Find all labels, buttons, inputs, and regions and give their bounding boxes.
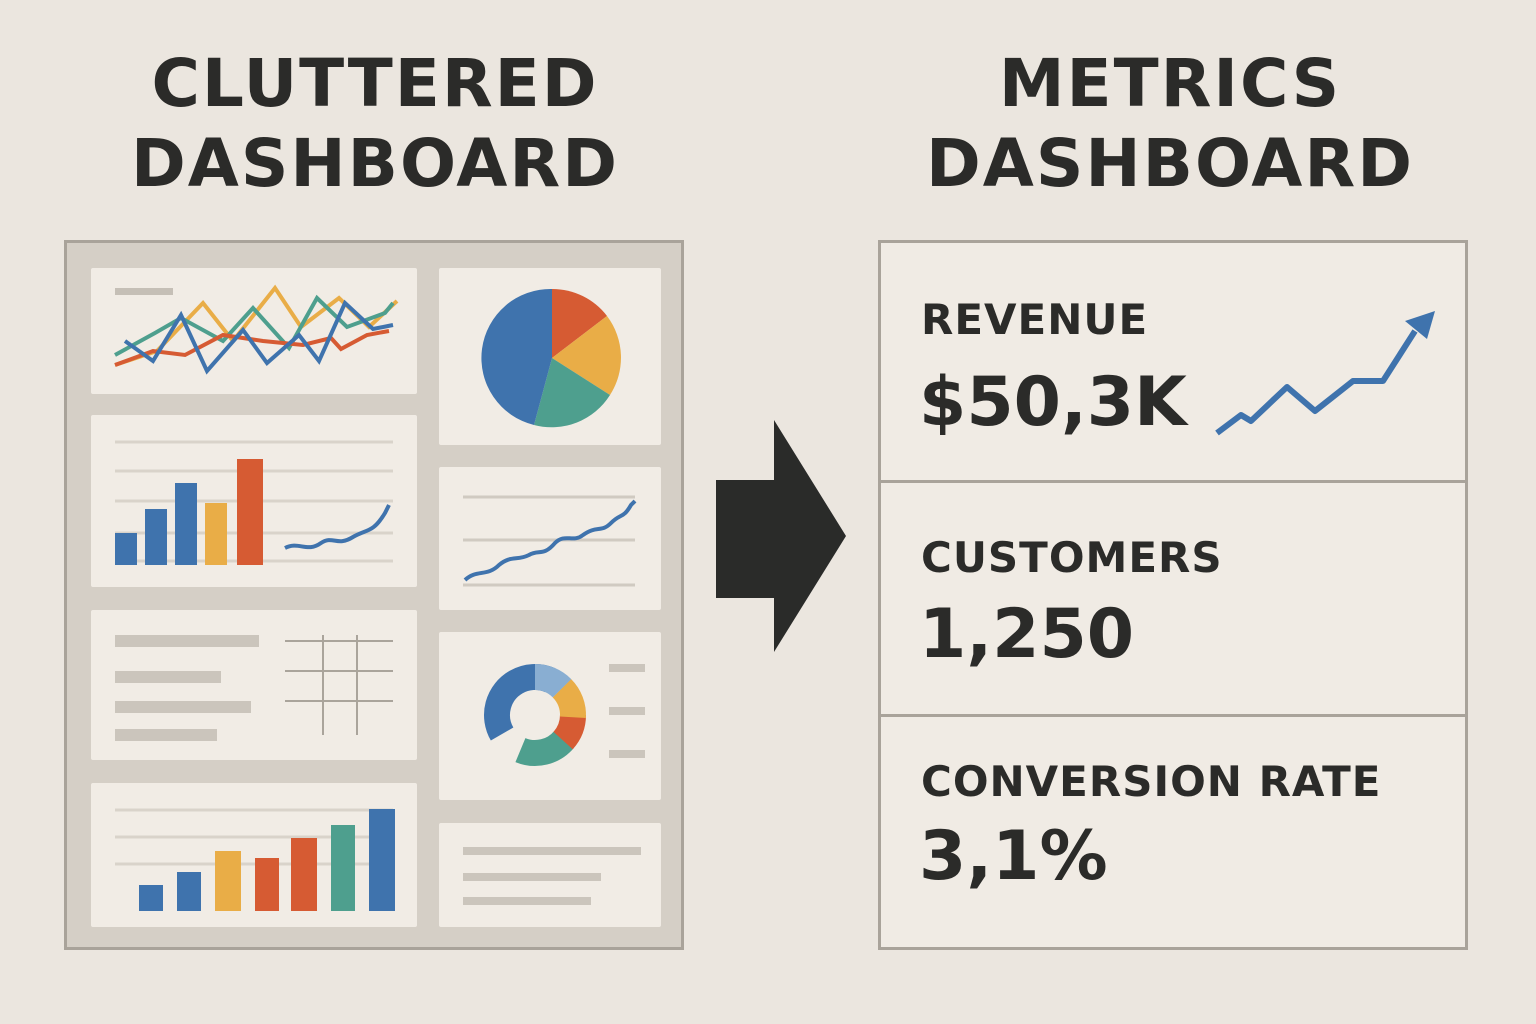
metric-value: $50,3K [919, 363, 1187, 442]
text-placeholders [463, 847, 641, 905]
bar [369, 809, 395, 911]
metric-label: CONVERSION RATE [921, 757, 1382, 806]
bar [215, 851, 241, 911]
pie-slice [552, 316, 621, 395]
bar [175, 483, 197, 565]
metric-label: REVENUE [921, 295, 1149, 344]
metrics-dashboard-title: METRICS DASHBOARD [860, 44, 1480, 204]
arrow-right-icon [716, 420, 846, 652]
bar [255, 858, 279, 911]
metric-card-customers: CUSTOMERS 1,250 [881, 483, 1465, 717]
metric-value: 3,1% [919, 817, 1108, 896]
metric-card-conversion-rate: CONVERSION RATE 3,1% [881, 717, 1465, 947]
metric-value: 1,250 [919, 595, 1135, 674]
pie-slice [552, 288, 607, 358]
pie-chart [481, 288, 621, 428]
title-line-2: DASHBOARD [131, 125, 619, 202]
placeholder-bar [115, 288, 173, 295]
cluttered-graphics [114, 284, 645, 911]
trend-up-arrow-icon [1215, 311, 1435, 436]
title-line-2: DASHBOARD [926, 125, 1414, 202]
donut-chart [484, 664, 586, 766]
bar [177, 872, 201, 911]
metrics-dashboard: REVENUE $50,3K CUSTOMERS 1,250 CONVERSIO… [878, 240, 1468, 950]
text-placeholders [115, 635, 259, 741]
metric-card-revenue: REVENUE $50,3K [881, 243, 1465, 483]
bar [237, 459, 263, 565]
panel-donut-chart [439, 632, 661, 800]
bar [331, 825, 355, 911]
cluttered-dashboard [64, 240, 684, 950]
orange-line [114, 329, 390, 367]
title-line-1: CLUTTERED [151, 45, 599, 122]
bar [291, 838, 317, 911]
bar [145, 509, 167, 565]
small-trend-line [284, 504, 391, 550]
gridlines [463, 495, 635, 587]
bar [139, 885, 163, 911]
trend-line [463, 499, 637, 582]
legend-placeholders [609, 664, 645, 758]
bar [115, 533, 137, 565]
bar [205, 503, 227, 565]
pie-slice [481, 288, 552, 425]
cluttered-dashboard-title: CLUTTERED DASHBOARD [60, 44, 690, 204]
blue-line [123, 299, 394, 375]
metric-label: CUSTOMERS [921, 533, 1223, 582]
title-line-1: METRICS [998, 45, 1342, 122]
pie-slice [534, 358, 610, 428]
table-grid [285, 635, 393, 735]
